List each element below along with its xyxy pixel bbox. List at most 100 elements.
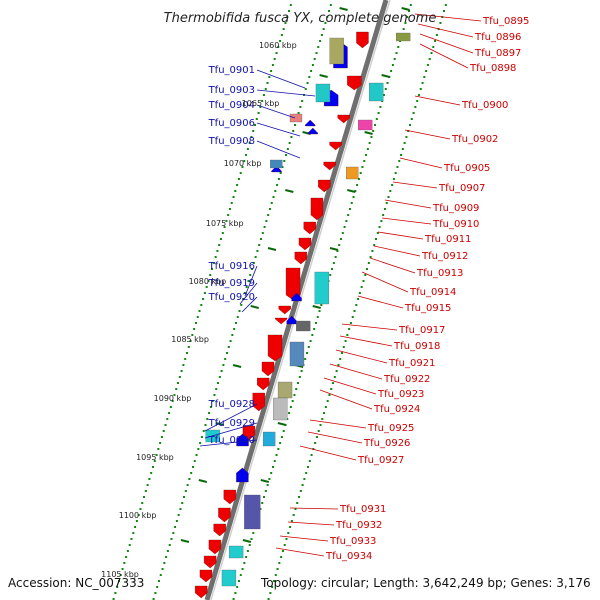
gene-box[interactable]: [262, 431, 276, 447]
gene-label-forward[interactable]: Tfu_0913: [416, 268, 463, 279]
gene-label-forward[interactable]: Tfu_0895: [482, 16, 529, 27]
forward-gene-arrow[interactable]: [310, 197, 324, 221]
forward-gene-arrow[interactable]: [213, 523, 226, 537]
forward-gene-arrow[interactable]: [223, 489, 236, 505]
forward-gene-arrow[interactable]: [208, 539, 222, 555]
gene-box[interactable]: [221, 569, 237, 587]
reverse-gene-arrow[interactable]: [307, 127, 318, 135]
forward-gene-arrow[interactable]: [252, 392, 265, 412]
gene-label-forward[interactable]: Tfu_0932: [335, 520, 382, 531]
gene-label-forward[interactable]: Tfu_0898: [469, 63, 516, 74]
forward-gene-arrow[interactable]: [347, 75, 362, 91]
forward-gene-arrow[interactable]: [195, 585, 208, 599]
gene-box[interactable]: [358, 119, 373, 131]
gene-box[interactable]: [329, 37, 344, 65]
gene-label-forward[interactable]: Tfu_0912: [421, 251, 468, 262]
gene-box[interactable]: [244, 494, 261, 530]
track-dot: [395, 52, 398, 54]
gene-label-reverse[interactable]: Tfu_0929: [208, 418, 255, 429]
reverse-gene-arrow[interactable]: [236, 433, 249, 447]
forward-gene-arrow[interactable]: [261, 361, 275, 377]
gene-label-reverse[interactable]: Tfu_0904: [208, 100, 255, 111]
forward-gene-arrow[interactable]: [278, 305, 291, 315]
forward-gene-arrow[interactable]: [318, 179, 331, 193]
gene-box[interactable]: [315, 83, 331, 103]
gene-label-forward[interactable]: Tfu_0927: [357, 455, 404, 466]
reverse-gene-arrow[interactable]: [305, 119, 316, 127]
track-dot: [358, 292, 361, 294]
gene-box[interactable]: [289, 113, 303, 123]
gene-label-forward[interactable]: Tfu_0910: [432, 219, 479, 230]
gene-label-forward[interactable]: Tfu_0909: [432, 203, 479, 214]
gene-box[interactable]: [296, 320, 311, 332]
gene-label-reverse[interactable]: Tfu_0906: [208, 118, 255, 129]
gene-label-reverse[interactable]: Tfu_0930: [208, 435, 255, 446]
track-dot: [421, 82, 424, 84]
track-dot: [342, 346, 345, 348]
gene-label-forward[interactable]: Tfu_0934: [325, 551, 372, 562]
gene-box[interactable]: [369, 82, 384, 102]
gene-box[interactable]: [396, 32, 411, 42]
gene-label-forward[interactable]: Tfu_0931: [339, 504, 386, 515]
gene-label-forward[interactable]: Tfu_0926: [363, 438, 410, 449]
gene-label-forward[interactable]: Tfu_0918: [393, 341, 440, 352]
reverse-gene-arrow[interactable]: [236, 467, 249, 483]
reverse-gene-arrow[interactable]: [286, 315, 297, 325]
forward-gene-arrow[interactable]: [356, 31, 369, 49]
gene-label-reverse[interactable]: Tfu_0920: [208, 292, 255, 303]
gene-label-forward[interactable]: Tfu_0907: [438, 183, 485, 194]
forward-gene-arrow[interactable]: [257, 377, 270, 391]
gene-box[interactable]: [314, 271, 330, 305]
gene-box[interactable]: [289, 341, 305, 367]
forward-gene-arrow[interactable]: [337, 114, 350, 124]
label-leader: [299, 445, 357, 461]
gene-label-reverse[interactable]: Tfu_0901: [208, 65, 255, 76]
gene-box[interactable]: [346, 166, 359, 180]
forward-gene-arrow[interactable]: [199, 569, 213, 583]
track-dot: [392, 178, 395, 180]
gene-label-reverse[interactable]: Tfu_0928: [208, 399, 255, 410]
gene-label-forward[interactable]: Tfu_0917: [398, 325, 445, 336]
gene-label-forward[interactable]: Tfu_0915: [404, 303, 451, 314]
forward-gene-arrow[interactable]: [242, 425, 256, 441]
track-dot: [205, 286, 208, 288]
forward-gene-arrow[interactable]: [298, 237, 312, 251]
gene-label-forward[interactable]: Tfu_0914: [409, 287, 456, 298]
gene-label-forward[interactable]: Tfu_0924: [373, 404, 420, 415]
track-dot: [125, 556, 128, 558]
gene-label-forward[interactable]: Tfu_0922: [383, 374, 430, 385]
forward-gene-arrow[interactable]: [303, 221, 316, 235]
forward-gene-arrow[interactable]: [323, 161, 336, 171]
gene-box[interactable]: [277, 381, 293, 399]
gene-label-reverse[interactable]: Tfu_0916: [208, 261, 255, 272]
track-dot: [297, 382, 300, 384]
forward-gene-arrow[interactable]: [203, 555, 217, 569]
gene-label-reverse[interactable]: Tfu_0903: [208, 85, 255, 96]
forward-gene-arrow[interactable]: [267, 334, 283, 362]
track-dot: [163, 562, 166, 564]
gene-label-forward[interactable]: Tfu_0897: [474, 48, 521, 59]
gene-box[interactable]: [270, 159, 283, 169]
gene-label-forward[interactable]: Tfu_0905: [443, 163, 490, 174]
gene-label-reverse[interactable]: Tfu_0908: [208, 136, 255, 147]
forward-gene-arrow[interactable]: [294, 251, 307, 265]
track-dot: [274, 574, 277, 576]
track-dot: [139, 508, 142, 510]
gene-label-forward[interactable]: Tfu_0911: [424, 234, 471, 245]
gene-label-forward[interactable]: Tfu_0896: [474, 32, 521, 43]
gene-label-reverse[interactable]: Tfu_0919: [208, 278, 255, 289]
reverse-gene-arrow[interactable]: [291, 292, 302, 302]
gene-box[interactable]: [273, 397, 288, 421]
gene-label-forward[interactable]: Tfu_0923: [377, 389, 424, 400]
reverse-gene-arrow[interactable]: [271, 165, 282, 173]
gene-box[interactable]: [228, 545, 244, 559]
track-dot: [401, 148, 404, 150]
forward-gene-arrow[interactable]: [329, 141, 342, 151]
gene-label-forward[interactable]: Tfu_0902: [451, 134, 498, 145]
gene-label-forward[interactable]: Tfu_0925: [367, 423, 414, 434]
forward-gene-arrow[interactable]: [218, 507, 231, 523]
gene-label-forward[interactable]: Tfu_0933: [329, 536, 376, 547]
forward-gene-arrow[interactable]: [274, 317, 288, 325]
gene-label-forward[interactable]: Tfu_0900: [461, 100, 508, 111]
gene-label-forward[interactable]: Tfu_0921: [388, 358, 435, 369]
